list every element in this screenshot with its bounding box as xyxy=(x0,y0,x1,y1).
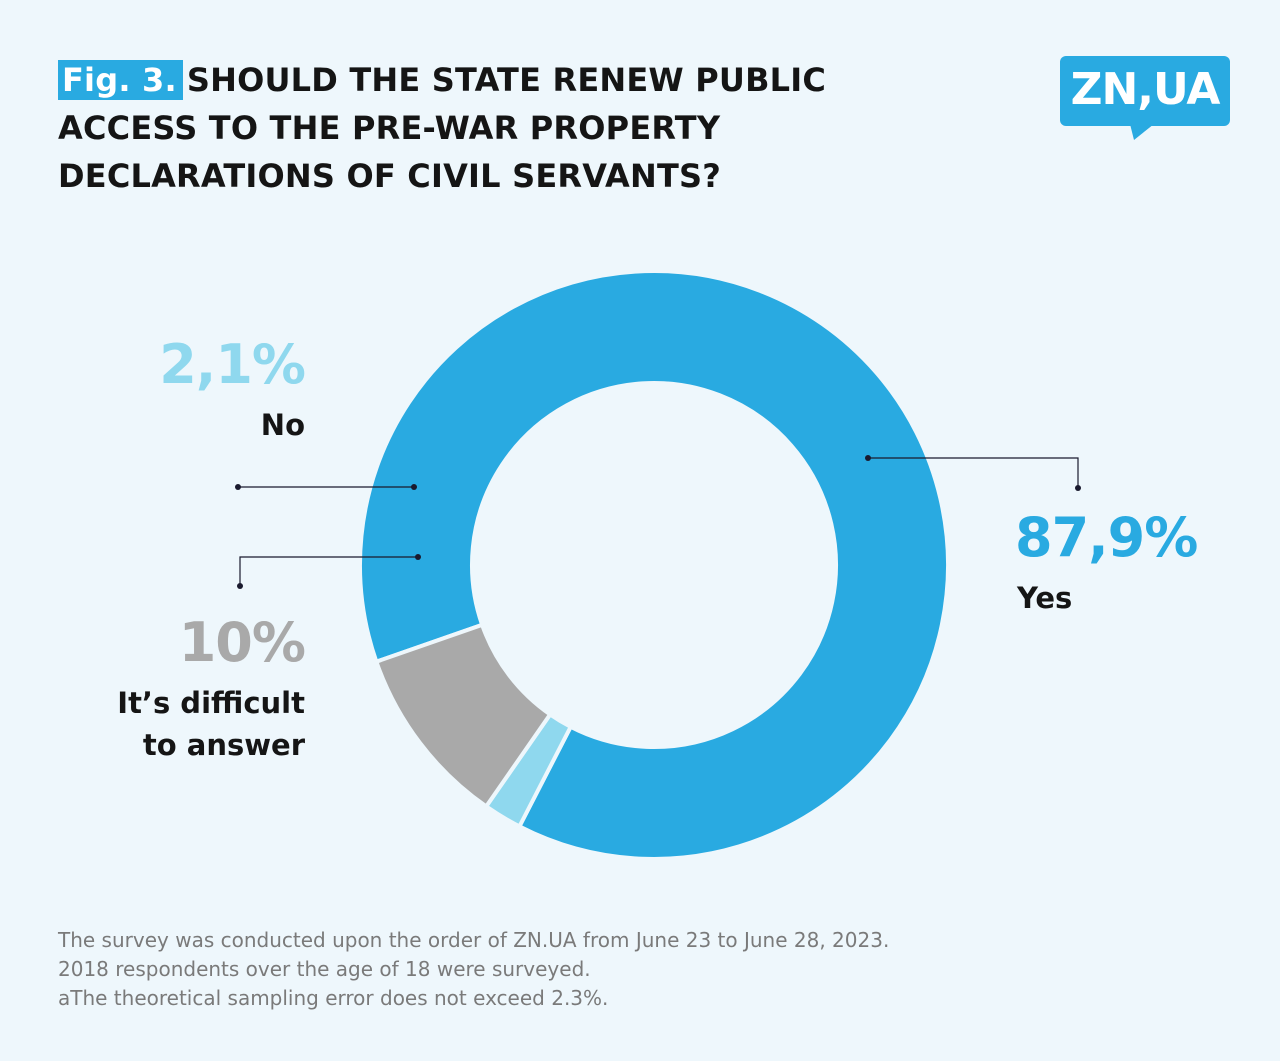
leader-difficult-end-dot xyxy=(237,583,243,589)
leader-yes-anchor-dot xyxy=(865,455,871,461)
logo-text: ZN,UA xyxy=(1070,64,1221,115)
leader-difficult-anchor-dot xyxy=(415,554,421,560)
leader-difficult-line xyxy=(239,556,418,586)
slice-category-label-difficult-line-2: to answer xyxy=(142,728,305,762)
chart-title: Fig. 3. SHOULD THE STATE RENEW PUBLIC ACC… xyxy=(58,56,958,200)
donut-slices xyxy=(358,269,950,861)
leader-lines xyxy=(235,455,1081,589)
slice-value-label-difficult: 10% xyxy=(178,611,306,674)
figure-number-badge: Fig. 3. xyxy=(58,60,183,100)
leader-yes-line xyxy=(868,457,1079,488)
slice-value-label-no: 2,1% xyxy=(159,333,306,396)
znua-logo[interactable]: ZN,UA xyxy=(1060,56,1232,140)
survey-footnote: The survey was conducted upon the order … xyxy=(58,926,1058,1013)
title-line-2: ACCESS TO THE PRE-WAR PROPERTY xyxy=(58,109,721,147)
donut-slice-yes xyxy=(358,269,950,861)
leader-no-end-dot xyxy=(235,484,241,490)
title-line-3: DECLARATIONS OF CIVIL SERVANTS? xyxy=(58,157,722,195)
slice-category-label-yes: Yes xyxy=(1017,581,1073,615)
slice-category-label-difficult-line-1: It’s difficult xyxy=(117,686,305,720)
footnote-line-1: The survey was conducted upon the order … xyxy=(58,928,890,952)
leader-no-anchor-dot xyxy=(411,484,417,490)
slice-value-label-yes: 87,9% xyxy=(1015,506,1198,569)
logo-speech-bubble-icon xyxy=(1060,56,1230,140)
slice-category-label-difficult: It’s difficult to answer xyxy=(60,682,305,766)
footnote-line-2: 2018 respondents over the age of 18 were… xyxy=(58,957,591,981)
leader-yes-end-dot xyxy=(1075,485,1081,491)
donut-slice-it-s-difficult-to-answer xyxy=(373,622,553,810)
title-line-1: Fig. 3. SHOULD THE STATE RENEW PUBLIC xyxy=(58,56,958,104)
footnote-line-3: aThe theoretical sampling error does not… xyxy=(58,986,609,1010)
slice-category-label-no: No xyxy=(260,408,305,442)
title-text-1: SHOULD THE STATE RENEW PUBLIC xyxy=(186,61,827,99)
